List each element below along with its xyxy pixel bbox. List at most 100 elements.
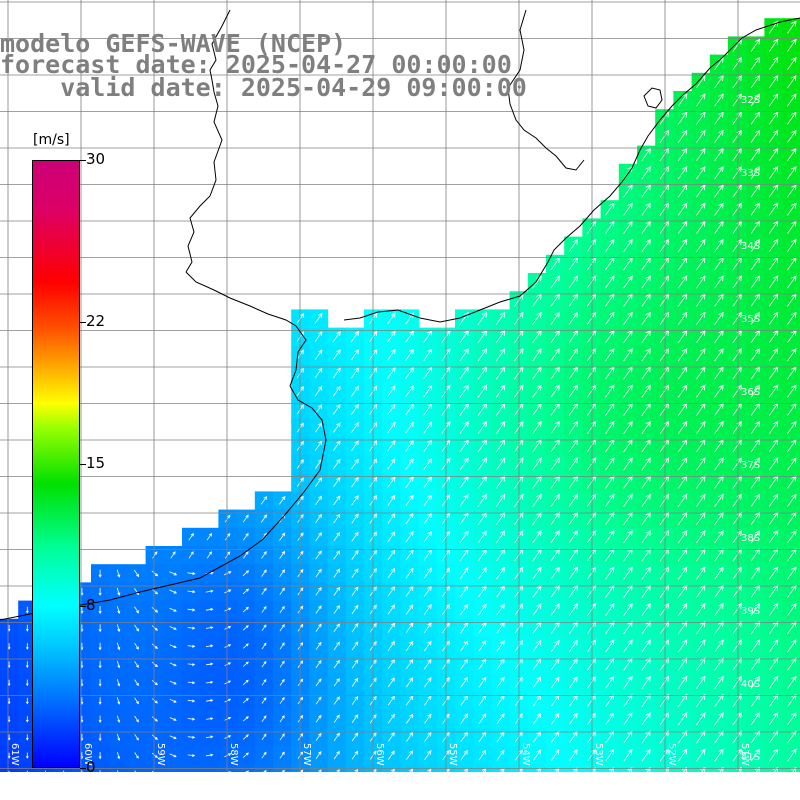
- wind-cell: [473, 728, 492, 747]
- wind-cell: [382, 400, 401, 420]
- wind-cell: [564, 418, 583, 438]
- wind-arrow: [261, 624, 267, 632]
- wind-cell: [618, 655, 638, 674]
- wind-arrow: [532, 749, 541, 761]
- wind-arrow: [787, 657, 797, 671]
- wind-cell: [273, 655, 292, 674]
- wind-arrow: [242, 532, 249, 541]
- wind-cell: [728, 291, 747, 310]
- wind-arrow: [224, 753, 232, 758]
- wind-arrow: [387, 312, 396, 325]
- wind-arrow: [260, 495, 268, 505]
- wind-cell: [746, 564, 765, 583]
- wind-cell: [455, 728, 474, 747]
- wind-cell: [618, 691, 638, 711]
- wind-cell: [291, 509, 310, 529]
- wind-arrow: [586, 420, 597, 435]
- wind-cell: [382, 691, 401, 711]
- wind-cell: [673, 564, 693, 583]
- wind-arrow: [605, 384, 615, 398]
- wind-cell: [728, 491, 747, 511]
- wind-cell: [600, 309, 620, 329]
- wind-arrow: [315, 714, 322, 723]
- wind-cell: [600, 491, 620, 511]
- wind-cell: [637, 491, 656, 511]
- wind-arrow: [768, 420, 779, 435]
- wind-cell: [600, 709, 620, 729]
- wind-cell: [746, 491, 765, 511]
- wind-cell: [709, 236, 729, 256]
- wind-arrow: [205, 626, 214, 630]
- wind-arrow: [350, 349, 359, 361]
- wind-arrow: [351, 623, 359, 633]
- wind-cell: [637, 345, 656, 365]
- wind-cell: [527, 400, 547, 420]
- wind-arrow: [677, 748, 688, 762]
- wind-arrow: [314, 312, 323, 324]
- wind-cell: [637, 436, 656, 456]
- wind-cell: [618, 582, 638, 602]
- wind-cell: [418, 673, 438, 693]
- wind-cell: [709, 200, 729, 219]
- wind-arrow: [351, 403, 359, 415]
- wind-arrow: [116, 679, 121, 687]
- wind-cell: [491, 600, 511, 620]
- wind-cell: [691, 364, 711, 383]
- wind-cell: [673, 400, 693, 420]
- wind-cell: [600, 618, 620, 638]
- wind-arrow: [532, 712, 542, 725]
- wind-cell: [746, 400, 765, 420]
- wind-arrow: [623, 184, 633, 198]
- wind-cell: [273, 618, 292, 638]
- wind-arrow: [659, 621, 670, 635]
- wind-cell: [491, 400, 511, 420]
- wind-cell: [291, 655, 310, 674]
- wind-cell: [473, 364, 492, 383]
- wind-cell: [327, 655, 347, 674]
- wind-cell: [455, 418, 474, 438]
- wind-arrow: [387, 695, 395, 706]
- wind-arrow: [750, 147, 761, 162]
- wind-arrow: [315, 696, 322, 705]
- wind-cell: [327, 327, 347, 347]
- wind-cell: [418, 728, 438, 747]
- wind-arrow: [459, 421, 469, 434]
- wind-cell: [673, 527, 693, 547]
- wind-cell: [327, 418, 347, 438]
- wind-arrow: [387, 677, 395, 688]
- wind-cell: [618, 673, 638, 693]
- wind-cell: [491, 618, 511, 638]
- wind-arrow: [659, 602, 670, 617]
- wind-cell: [491, 673, 511, 693]
- wind-arrow: [351, 568, 359, 578]
- wind-arrow: [7, 624, 11, 632]
- wind-cell: [527, 600, 547, 620]
- wind-arrow: [116, 697, 121, 705]
- wind-arrow: [477, 457, 488, 471]
- wind-arrow: [659, 457, 670, 471]
- wind-cell: [382, 673, 401, 693]
- wind-arrow: [550, 311, 560, 325]
- wind-arrow: [98, 569, 102, 578]
- wind-arrow: [224, 698, 232, 703]
- wind-cell: [746, 127, 765, 147]
- wind-arrow: [424, 731, 432, 742]
- wind-cell: [309, 709, 329, 729]
- wind-cell: [637, 564, 656, 583]
- wind-arrow: [714, 166, 724, 180]
- wind-cell: [400, 709, 420, 729]
- wind-cell: [764, 200, 784, 219]
- wind-cell: [218, 746, 238, 765]
- wind-cell: [309, 364, 329, 383]
- wind-cell: [691, 509, 711, 529]
- wind-cell: [746, 200, 765, 219]
- wind-cell: [527, 382, 547, 401]
- wind-arrow: [478, 749, 487, 761]
- wind-arrow: [641, 420, 651, 435]
- wind-cell: [600, 655, 620, 674]
- wind-cell: [473, 673, 492, 693]
- wind-cell: [637, 728, 656, 747]
- wind-cell: [418, 382, 438, 401]
- wind-arrow: [387, 494, 396, 506]
- wind-arrow: [787, 384, 797, 398]
